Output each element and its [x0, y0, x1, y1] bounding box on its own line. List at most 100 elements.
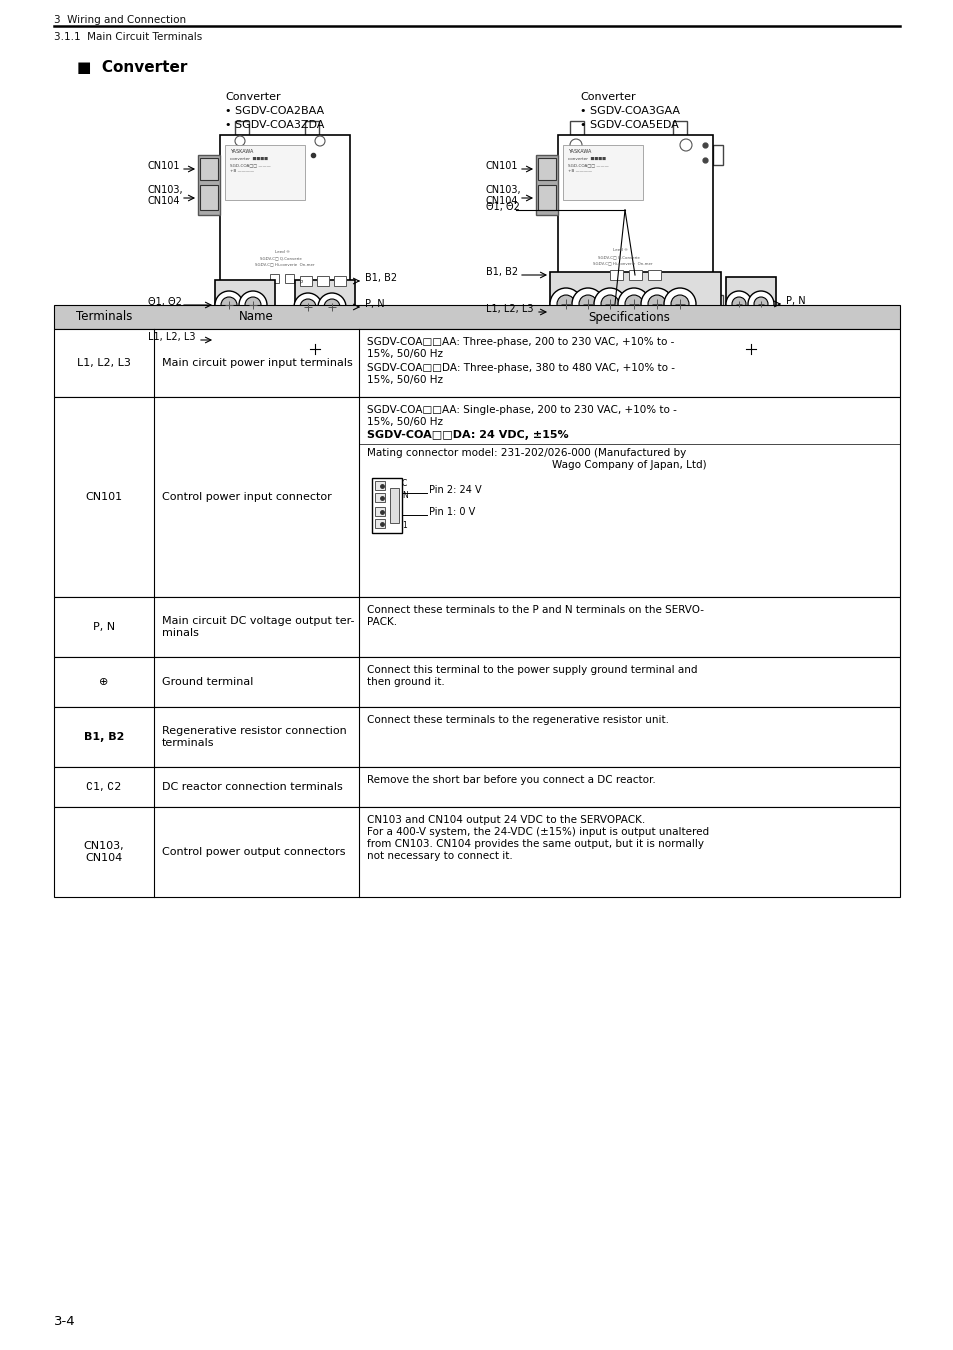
Text: C: C	[401, 478, 407, 487]
Text: 3-4: 3-4	[54, 1315, 75, 1328]
Bar	[54, 707, 899, 767]
Bar	[725, 277, 775, 332]
Bar	[609, 270, 622, 279]
Bar	[607, 274, 617, 284]
Text: Pin 2: 24 V: Pin 2: 24 V	[429, 485, 481, 495]
Circle shape	[731, 297, 745, 310]
Bar	[372, 478, 401, 533]
Bar	[569, 122, 583, 135]
Bar	[675, 126, 684, 134]
Text: Control power output connectors: Control power output connectors	[162, 846, 345, 857]
Circle shape	[742, 342, 759, 356]
Text: Θ1, Θ2: Θ1, Θ2	[148, 297, 182, 306]
Text: CN101: CN101	[148, 161, 180, 171]
Text: not necessary to connect it.: not necessary to connect it.	[367, 850, 512, 861]
Bar	[54, 657, 899, 707]
Circle shape	[569, 139, 581, 151]
Bar	[54, 597, 899, 657]
Circle shape	[618, 288, 649, 320]
Circle shape	[307, 342, 323, 356]
Text: SGDV-C□ Q.Converie: SGDV-C□ Q.Converie	[260, 256, 301, 261]
Text: +B ————: +B ————	[230, 169, 253, 173]
Text: Main circuit power input terminals: Main circuit power input terminals	[162, 358, 353, 369]
Text: Control power input connector: Control power input connector	[162, 491, 332, 502]
Text: L1, L2, L3: L1, L2, L3	[485, 304, 533, 315]
Circle shape	[600, 296, 618, 313]
Text: 3  Wiring and Connection: 3 Wiring and Connection	[54, 15, 186, 26]
Text: SGD-COA□□ ———: SGD-COA□□ ———	[567, 163, 608, 167]
Text: • SGDV-COA3GAA: • SGDV-COA3GAA	[579, 107, 679, 116]
Text: Leed ®: Leed ®	[613, 248, 627, 252]
Text: ∁1, ∁2: ∁1, ∁2	[86, 782, 122, 792]
Text: • SGDV-COA5EDA: • SGDV-COA5EDA	[579, 120, 678, 130]
Text: CN103,
CN104: CN103, CN104	[84, 841, 124, 863]
Circle shape	[557, 296, 575, 313]
Bar	[572, 126, 581, 134]
Circle shape	[624, 296, 642, 313]
Text: B1, B2: B1, B2	[84, 732, 124, 742]
Text: Converter: Converter	[579, 92, 635, 103]
Bar	[54, 329, 899, 397]
Text: SGDV-COA□□DA: Three-phase, 380 to 480 VAC, +10% to -: SGDV-COA□□DA: Three-phase, 380 to 480 VA…	[367, 363, 675, 373]
Text: CN104: CN104	[485, 196, 518, 207]
Circle shape	[245, 297, 261, 313]
Bar	[390, 487, 398, 522]
Bar	[558, 135, 712, 140]
Bar	[550, 335, 720, 346]
Circle shape	[725, 292, 751, 317]
Text: Connect these terminals to the regenerative resistor unit.: Connect these terminals to the regenerat…	[367, 716, 668, 725]
Bar	[200, 185, 218, 211]
Bar	[375, 518, 385, 528]
Text: SGDV-COA□□AA: Three-phase, 200 to 230 VAC, +10% to -: SGDV-COA□□AA: Three-phase, 200 to 230 VA…	[367, 338, 674, 347]
Bar	[712, 296, 722, 315]
Text: Connect these terminals to the P and N terminals on the SERVO-: Connect these terminals to the P and N t…	[367, 605, 703, 616]
Text: SGDV-C□ Q.Converie: SGDV-C□ Q.Converie	[598, 255, 639, 259]
Bar	[537, 185, 556, 211]
Text: from CN103. CN104 provides the same output, but it is normally: from CN103. CN104 provides the same outp…	[367, 838, 703, 849]
Bar	[270, 274, 278, 284]
Bar	[536, 155, 558, 215]
Text: Mating connector model: 231-202/026-000 (Manufactured by: Mating connector model: 231-202/026-000 …	[367, 448, 685, 458]
Bar	[234, 122, 249, 135]
Bar	[200, 158, 218, 180]
Text: +B ————: +B ————	[567, 169, 592, 173]
Text: Ground terminal: Ground terminal	[162, 676, 253, 687]
Bar	[375, 493, 385, 502]
Circle shape	[294, 293, 322, 321]
Circle shape	[550, 288, 581, 320]
Bar	[54, 807, 899, 896]
Circle shape	[663, 288, 696, 320]
Text: ⊕: ⊕	[99, 676, 109, 687]
Text: then ground it.: then ground it.	[367, 676, 444, 687]
Circle shape	[317, 293, 346, 321]
Bar	[294, 279, 355, 335]
Bar	[334, 275, 346, 286]
Text: Regenerative resistor connection
terminals: Regenerative resistor connection termina…	[162, 726, 346, 748]
Bar	[375, 508, 385, 516]
Text: SGDV-C□ Hi-converie  On-mer: SGDV-C□ Hi-converie On-mer	[593, 261, 652, 265]
Bar	[214, 279, 274, 329]
Text: Main circuit DC voltage output ter-
minals: Main circuit DC voltage output ter- mina…	[162, 616, 355, 637]
Circle shape	[679, 139, 691, 151]
Text: DC reactor connection terminals: DC reactor connection terminals	[162, 782, 342, 792]
Text: CN103,: CN103,	[485, 185, 521, 194]
Bar	[225, 144, 305, 200]
Text: SGDV-COA□□DA: 24 VDC, ±15%: SGDV-COA□□DA: 24 VDC, ±15%	[367, 431, 568, 440]
Bar	[299, 275, 312, 286]
Text: 15%, 50/60 Hz: 15%, 50/60 Hz	[367, 375, 442, 385]
Text: Connect this terminal to the power supply ground terminal and: Connect this terminal to the power suppl…	[367, 666, 697, 675]
Text: 1: 1	[401, 521, 406, 529]
Bar	[307, 126, 316, 134]
Text: L1, L2, L3: L1, L2, L3	[148, 332, 195, 342]
Text: 15%, 50/60 Hz: 15%, 50/60 Hz	[367, 350, 442, 359]
Text: N: N	[401, 491, 407, 501]
Bar	[316, 275, 329, 286]
Text: YASKAWA: YASKAWA	[230, 148, 253, 154]
Text: Pin 1: 0 V: Pin 1: 0 V	[429, 508, 475, 517]
Bar	[562, 144, 642, 200]
Text: Specifications: Specifications	[588, 310, 670, 324]
Circle shape	[578, 296, 597, 313]
Text: B1, B2: B1, B2	[485, 267, 517, 277]
Text: Terminals: Terminals	[75, 310, 132, 324]
Text: P, N: P, N	[92, 622, 115, 632]
